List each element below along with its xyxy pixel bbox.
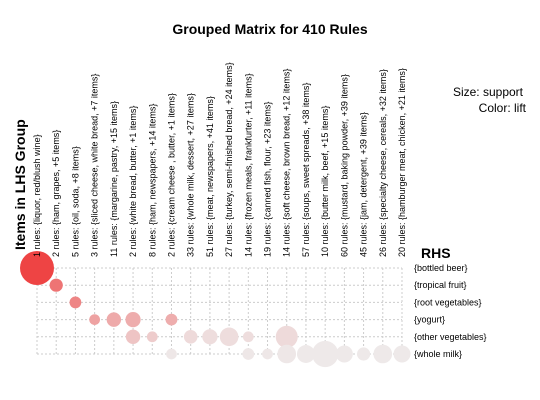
bubble-point	[242, 348, 255, 360]
rhs-item-label: {bottled beer}	[414, 263, 468, 273]
bubble-point	[146, 331, 158, 343]
rhs-item-label: {yogurt}	[414, 315, 445, 325]
lhs-group-label: 2 rules: {ham, grapes, +5 items}	[51, 130, 61, 257]
lhs-group-label: 1 rules: {liquor, red/blush wine}	[32, 134, 42, 257]
lhs-group-label: 57 rules: {soups, sweet spreads, +38 ite…	[301, 83, 311, 257]
bubble-point	[183, 330, 198, 344]
bubble-layer	[20, 251, 411, 368]
rhs-item-label: {whole milk}	[414, 349, 462, 359]
lhs-group-label: 51 rules: {meat, newspapers, +41 items}	[205, 96, 215, 257]
bubble-point	[373, 344, 393, 364]
bubble-point	[275, 325, 298, 348]
lhs-group-label: 5 rules: {oil, soda, +8 items}	[70, 146, 80, 257]
lhs-group-labels: 1 rules: {liquor, red/blush wine} 2 rules…	[32, 62, 407, 257]
lhs-group-label: 11 rules: {margarine, pastry, +15 items}	[109, 101, 119, 257]
bubble-point	[20, 251, 54, 285]
bubble-point	[356, 347, 371, 361]
rhs-item-label: {other vegetables}	[414, 332, 487, 342]
bubble-point	[69, 296, 82, 309]
bubble-point	[335, 345, 353, 363]
bubble-point	[166, 348, 177, 360]
bubble-point	[125, 311, 141, 328]
bubble-point	[106, 312, 122, 327]
legend-size-label: Size: support	[453, 85, 524, 99]
bubble-point	[277, 344, 297, 364]
bubble-point	[219, 327, 239, 347]
bubble-point	[202, 329, 218, 345]
bubble-point	[49, 278, 63, 292]
lhs-group-label: 33 rules: {whole milk, dessert, +27 item…	[186, 93, 196, 257]
chart-title: Grouped Matrix for 410 Rules	[172, 21, 367, 37]
lhs-group-label: 45 rules: {jam, detergent, +39 items}	[359, 112, 369, 257]
rhs-item-labels: {bottled beer} {tropical fruit} {root vege…	[414, 263, 487, 359]
lhs-group-label: 10 rules: {butter milk, beef, +15 items}	[320, 106, 330, 257]
rhs-item-label: {tropical fruit}	[414, 280, 467, 290]
lhs-group-label: 2 rules: {cream cheese , butter, +1 item…	[166, 93, 176, 257]
lhs-group-label: 19 rules: {canned fish, flour, +23 items…	[263, 102, 273, 257]
lhs-group-label: 14 rules: {soft cheese, brown bread, +12…	[282, 69, 292, 257]
bubble-point	[296, 345, 315, 363]
lhs-group-label: 2 rules: {white bread, butter, +1 items}	[128, 106, 138, 257]
lhs-group-label: 26 rules: {specialty cheese, cereals, +3…	[378, 69, 388, 257]
bubble-point	[165, 313, 178, 326]
bubble-point	[262, 348, 273, 360]
lhs-group-label: 27 rules: {turkey, semi-finished bread, …	[224, 62, 234, 257]
lhs-group-label: 8 rules: {ham, newspapers, +14 items}	[147, 104, 157, 257]
lhs-axis-title: Items in LHS Group	[12, 119, 28, 250]
bubble-point	[242, 331, 254, 343]
bubble-point	[89, 314, 101, 325]
bubble-point	[311, 340, 339, 368]
lhs-group-label: 60 rules: {mustard, baking powder, +39 i…	[339, 74, 349, 257]
rhs-item-label: {root vegetables}	[414, 297, 482, 307]
lhs-group-label: 14 rules: {frozen meals, frankfurter, +1…	[243, 73, 253, 257]
lhs-group-label: 3 rules: {sliced cheese, white bread, +7…	[90, 74, 100, 257]
bubble-point	[393, 345, 411, 363]
legend-color-label: Color: lift	[479, 101, 527, 115]
bubble-point	[125, 329, 141, 345]
lhs-group-label: 20 rules: {hamburger meat, chicken, +21 …	[397, 68, 407, 257]
grid-lines	[36, 267, 403, 355]
rhs-axis-title: RHS	[421, 245, 451, 261]
